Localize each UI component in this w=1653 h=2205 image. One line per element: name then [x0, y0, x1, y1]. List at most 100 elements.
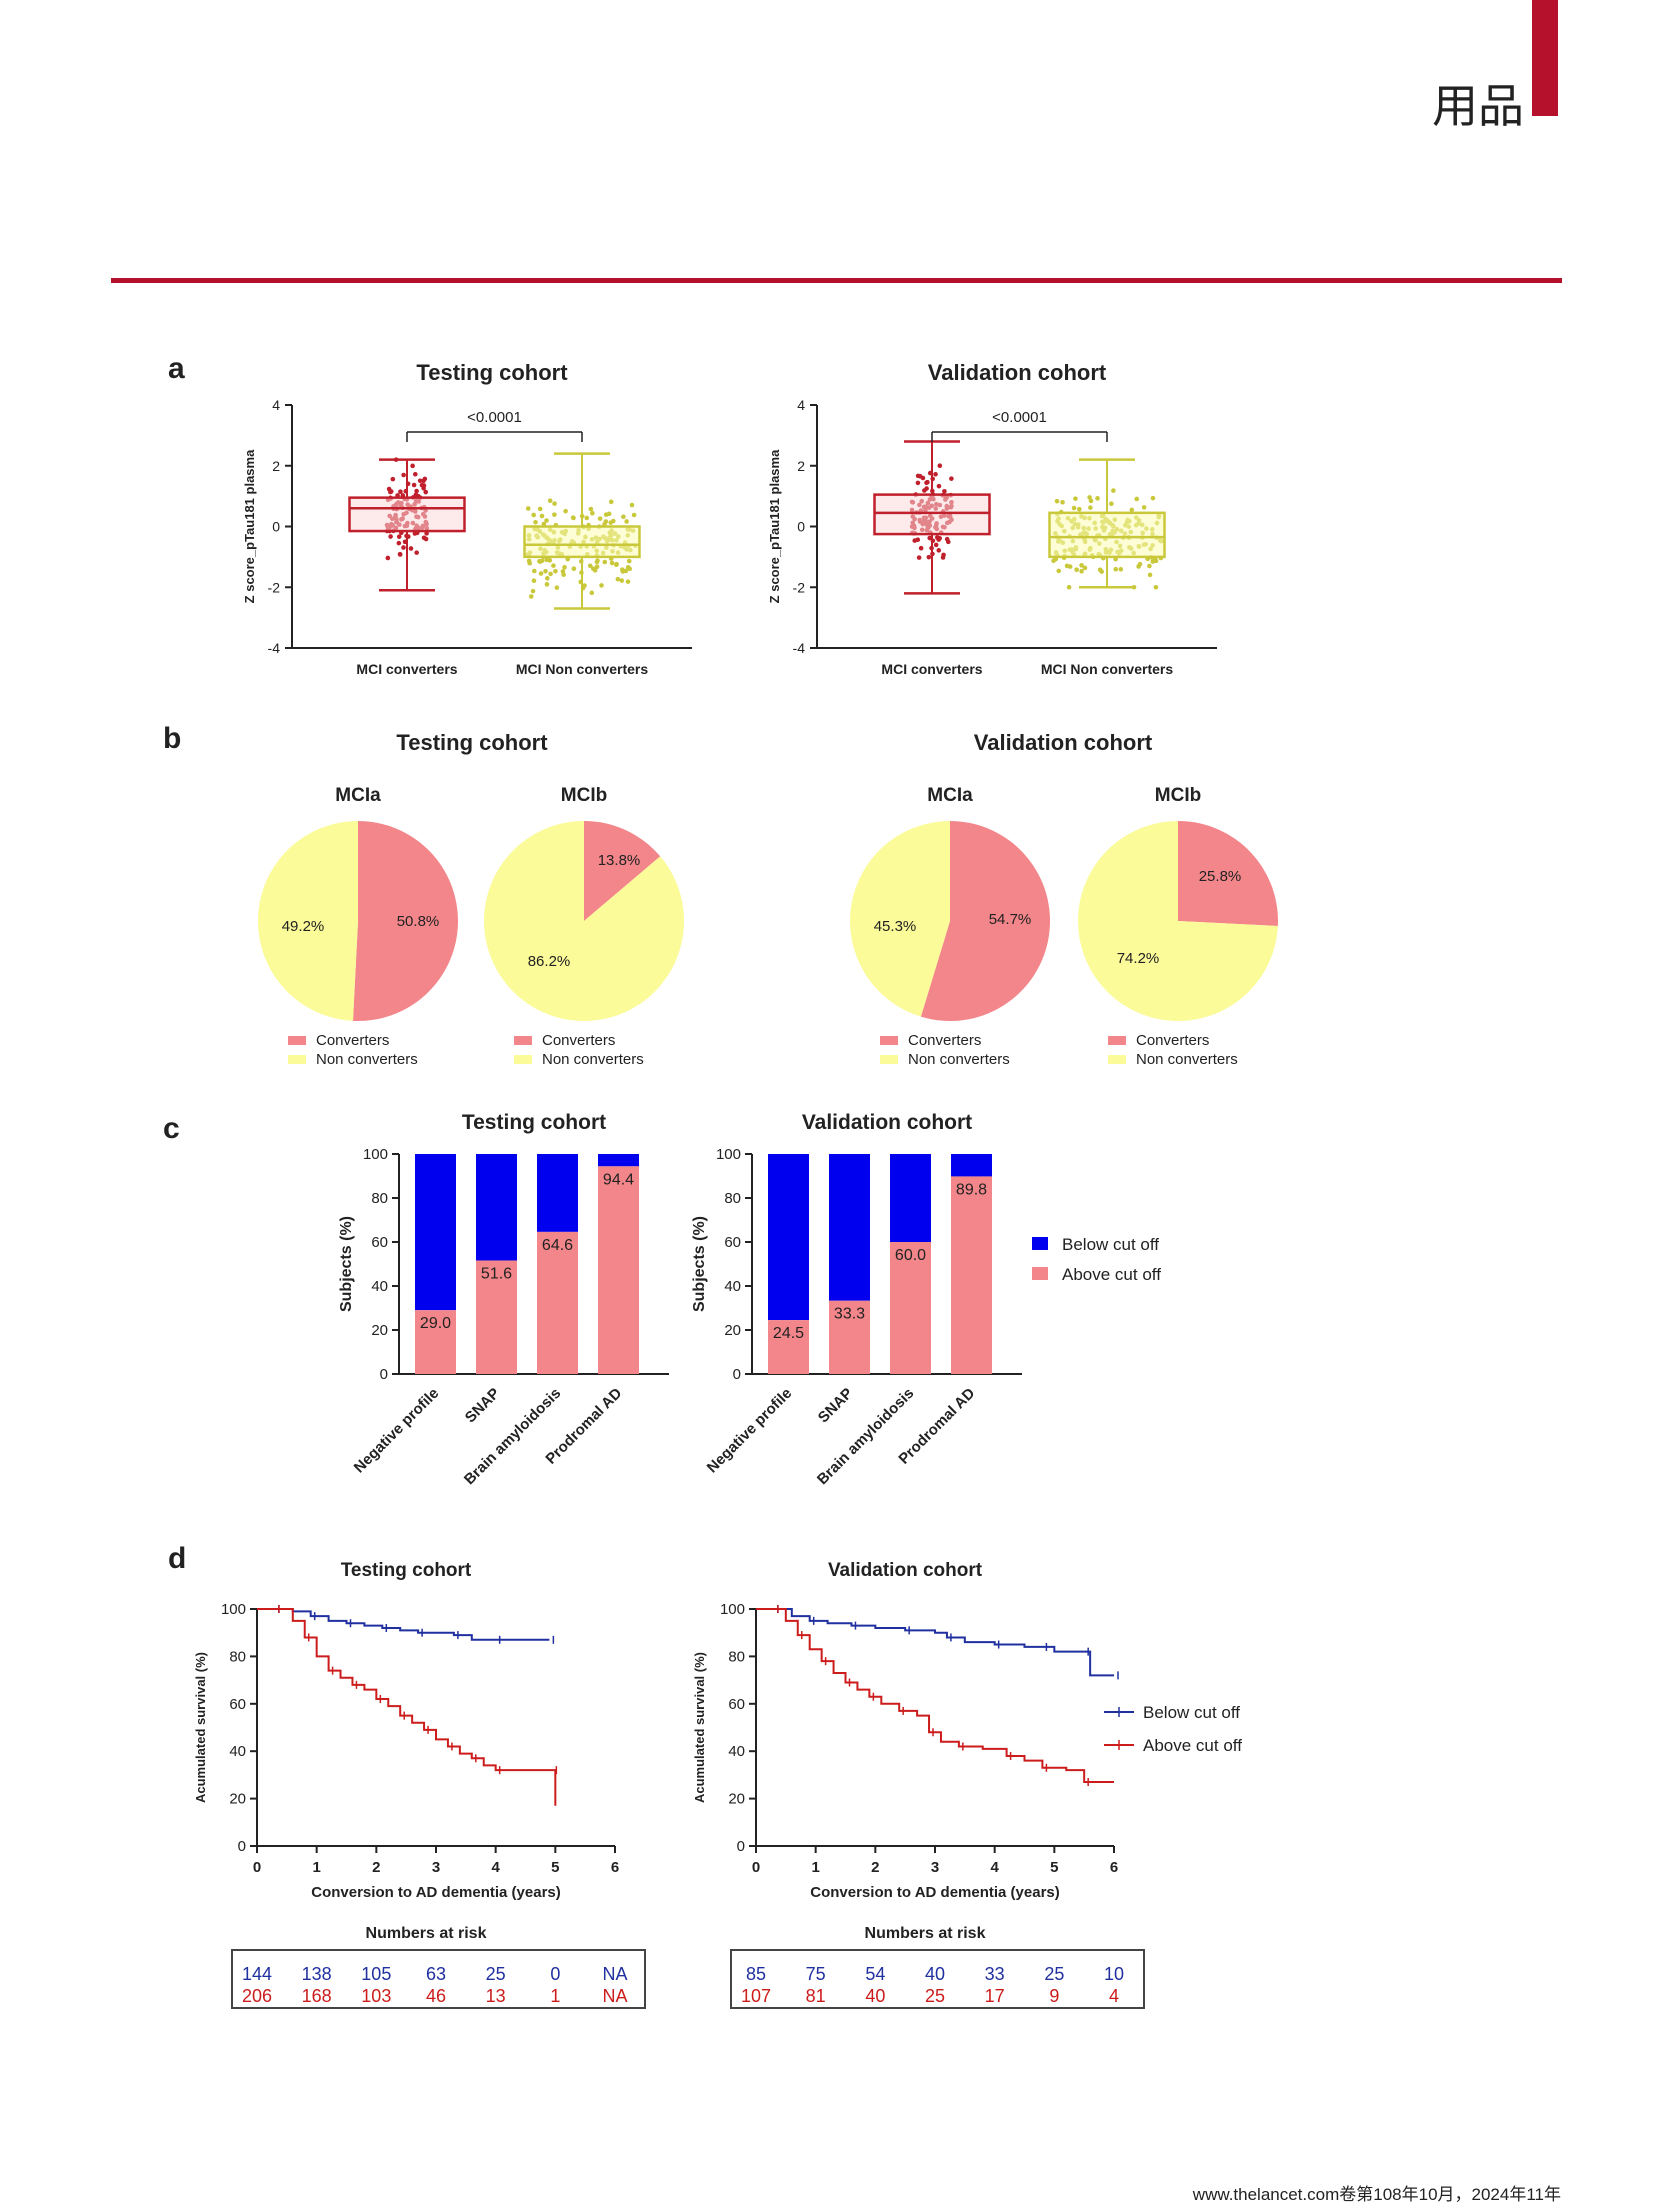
x-tick-label: 5 — [1050, 1859, 1058, 1876]
bar-value-label: 89.8 — [956, 1181, 987, 1198]
data-point — [1082, 565, 1088, 571]
y-tick-label: 4 — [272, 397, 280, 413]
risk-count-above: 25 — [925, 1986, 945, 2006]
panel-letter-d: d — [168, 1542, 186, 1575]
header-accent-block — [1532, 0, 1558, 116]
x-tick-label: 2 — [372, 1859, 380, 1876]
data-point — [410, 463, 415, 469]
risk-count-below: 85 — [746, 1964, 766, 1984]
data-point — [547, 498, 553, 504]
y-axis-label: Z score_pTau181 plasma — [242, 449, 257, 603]
stacked-bar-validation-cohort: Validation cohort 0 20 40 60 80 100 Subjects (%… — [691, 1111, 1161, 1488]
risk-count-above: 168 — [302, 1986, 332, 2006]
risk-count-below: 54 — [865, 1964, 885, 1984]
pie-slice — [483, 821, 685, 1021]
risk-count-above: 17 — [985, 1986, 1005, 2006]
data-point — [526, 558, 532, 564]
pie-mcib: MCIb 13.8% 86.2% Converters Non converters — [483, 785, 685, 1068]
legend-label: Non converters — [542, 1051, 644, 1068]
data-point — [1118, 566, 1124, 572]
risk-count-below: 40 — [925, 1964, 945, 1984]
data-point — [419, 482, 425, 488]
risk-count-above: 206 — [242, 1986, 272, 2006]
legend-label: Non converters — [1136, 1051, 1238, 1068]
x-tick-label: 4 — [990, 1859, 999, 1876]
bar-below-cut-off — [598, 1154, 639, 1167]
data-point — [590, 510, 595, 516]
y-tick-label: 0 — [733, 1366, 741, 1383]
legend-swatch — [880, 1036, 898, 1045]
data-point — [915, 473, 921, 479]
x-tick-label: 2 — [871, 1859, 879, 1876]
y-tick-label: 0 — [238, 1838, 246, 1855]
risk-count-above: NA — [602, 1986, 627, 2006]
pie-group-title: Testing cohort — [396, 730, 548, 755]
data-point — [918, 545, 924, 551]
data-point — [539, 513, 545, 519]
panel-letter-a: a — [168, 352, 185, 385]
risk-count-above: 4 — [1109, 1986, 1119, 2006]
risk-count-above: 103 — [361, 1986, 391, 2006]
bar-value-label: 51.6 — [481, 1265, 512, 1282]
risk-table-box — [730, 1949, 1145, 2009]
pie-title: MCIb — [1155, 785, 1201, 806]
data-point — [398, 489, 403, 494]
data-point — [531, 578, 537, 584]
pie-slice — [257, 821, 358, 1021]
legend-swatch — [288, 1055, 306, 1064]
data-point — [933, 471, 938, 477]
data-point — [621, 514, 626, 520]
y-tick-label: 100 — [221, 1601, 246, 1618]
legend-label: Converters — [542, 1032, 615, 1049]
data-point — [388, 489, 393, 495]
data-point — [563, 508, 568, 514]
y-tick-label: 2 — [272, 458, 280, 474]
data-point — [388, 534, 393, 539]
data-point — [423, 536, 429, 542]
bar-value-label: 29.0 — [420, 1315, 451, 1332]
y-tick-label: 100 — [720, 1601, 745, 1618]
header-corner-text: 用品 — [1432, 79, 1524, 133]
pie-slice-label: 45.3% — [874, 918, 917, 935]
data-point — [594, 564, 600, 570]
data-point — [1134, 496, 1140, 502]
data-point — [531, 512, 536, 518]
y-tick-label: 60 — [371, 1234, 388, 1251]
bar-above-cut-off — [951, 1176, 992, 1374]
footer-citation: www.thelancet.com卷第108年10月，2024年11年 — [1192, 2185, 1561, 2204]
pie-title: MCIa — [335, 785, 381, 806]
km-plot-validation-cohort: Validation cohort 0 20 40 60 80 100 0 1 2 3 4 5 6 Conv… — [692, 1560, 1242, 2009]
data-point — [584, 515, 590, 521]
data-point — [940, 555, 946, 560]
y-tick-label: 0 — [380, 1366, 388, 1383]
bar-above-cut-off — [415, 1310, 456, 1374]
data-point — [537, 506, 543, 512]
y-tick-label: 60 — [724, 1234, 741, 1251]
data-point — [1113, 566, 1119, 572]
data-point — [553, 568, 558, 574]
pie-title: MCIa — [927, 785, 973, 806]
data-point — [571, 515, 576, 521]
pie-mcia: MCIa 54.7% 45.3% Converters Non converters — [850, 785, 1050, 1068]
data-point — [1056, 568, 1062, 574]
y-tick-label: 2 — [797, 458, 805, 474]
data-point — [1095, 496, 1100, 501]
data-point — [528, 594, 534, 599]
stacked-bar-testing-cohort: Testing cohort 0 20 40 60 80 100 Subjects (%) 29… — [338, 1111, 669, 1488]
data-point — [1153, 558, 1159, 564]
data-point — [927, 535, 932, 541]
data-point — [411, 482, 417, 488]
data-point — [615, 576, 621, 582]
pie-group-title: Validation cohort — [974, 730, 1153, 755]
data-point — [915, 480, 921, 486]
bar-value-label: 94.4 — [603, 1171, 634, 1188]
data-point — [1071, 505, 1077, 511]
x-category-label: MCI Non converters — [1041, 661, 1173, 677]
legend-label: Converters — [908, 1032, 981, 1049]
data-point — [401, 472, 406, 478]
data-point — [1074, 567, 1079, 572]
bar-above-cut-off — [890, 1242, 931, 1374]
data-point — [624, 519, 629, 524]
boxplot-validation-cohort: Validation cohort -4 -2 0 2 4 Z score_pTau181 … — [767, 360, 1217, 677]
pie-slice — [1178, 821, 1278, 927]
